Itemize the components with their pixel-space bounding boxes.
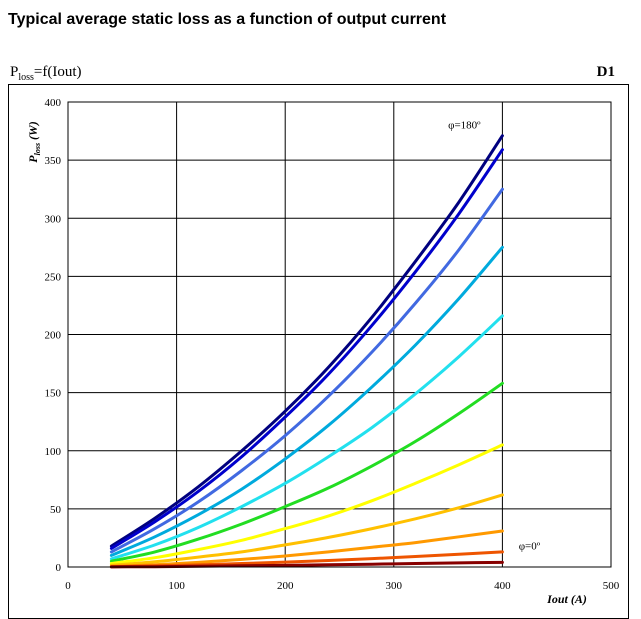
subtitle-rest: =f(Iout) [33,64,82,80]
subtitle-main: P [10,64,19,80]
y-tick-label: 150 [45,388,62,400]
x-tick-label: 400 [494,580,511,592]
series-line-7 [109,443,504,565]
y-tick-label: 250 [45,271,62,283]
phase-annotation-1: φ=180º [448,120,481,132]
y-tick-label: 400 [45,97,62,109]
series-line-6 [109,381,504,563]
chart-subtitle: Ploss=f(Iout) [10,64,82,83]
phase-annotation-2: φ=0º [519,541,541,553]
x-tick-label: 300 [386,580,403,592]
x-axis-label: Iout (A) [546,592,587,606]
x-tick-label: 500 [603,580,620,592]
y-tick-label: 200 [45,330,62,342]
y-tick-labels: 0 50 100 150 200 250 300 350 400 [45,97,62,574]
x-tick-label: 200 [277,580,294,592]
y-tick-label: 100 [45,446,62,458]
series-line-5 [109,314,504,561]
series-line-1 [109,134,504,548]
y-label-main: P [26,155,40,163]
x-tick-label: 0 [65,580,71,592]
series-line-9 [109,529,504,568]
y-tick-label: 50 [50,504,62,516]
series-line-3 [109,187,504,554]
subtitle-sub: loss [18,72,34,83]
x-tick-label: 100 [168,580,185,592]
y-axis-label: Ploss (W) [26,121,42,162]
y-tick-label: 0 [56,562,62,574]
y-tick-label: 300 [45,213,62,225]
series-line-4 [109,245,504,557]
diagram-code: D1 [596,64,615,80]
data-series [109,134,504,569]
series-line-2 [109,148,504,550]
grid-lines [67,101,612,568]
x-tick-labels: 0 100 200 300 400 500 [65,580,620,592]
y-tick-label: 350 [45,155,62,167]
plot-border [67,101,612,568]
y-label-rest: (W) [26,121,40,143]
annotations: φ=180º φ=0º [448,120,541,553]
series-line-8 [109,493,504,567]
y-label-sub: loss [33,143,42,155]
chart-title: Typical average static loss as a functio… [8,11,447,28]
